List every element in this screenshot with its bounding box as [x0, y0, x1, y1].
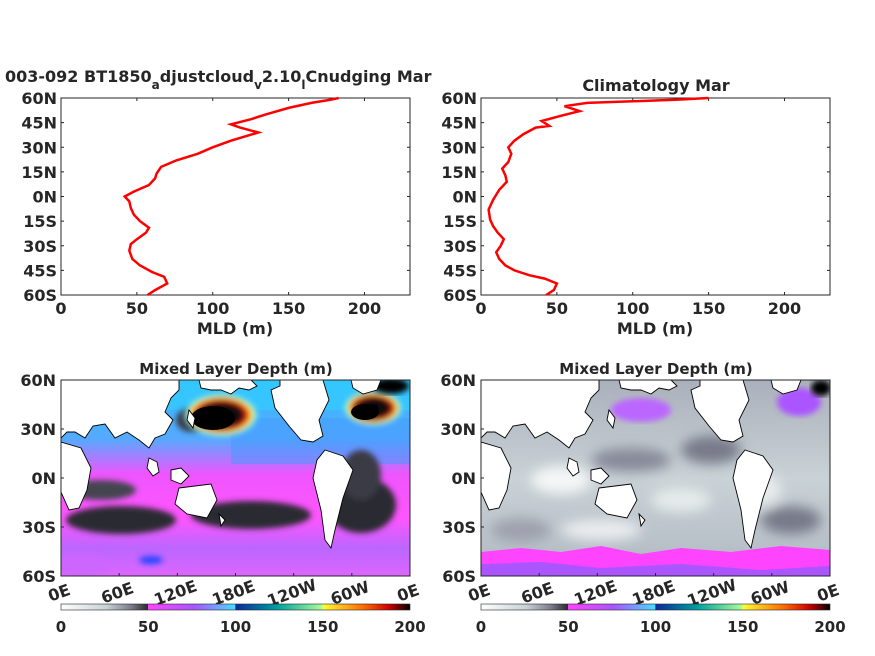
- ytick-label: 60N: [21, 89, 57, 108]
- profile-model-title: 003-092 BT1850adjustcloudv2.10lCnudging …: [5, 67, 432, 92]
- ytick-label: 15N: [21, 163, 57, 182]
- ytick-label: 0N: [32, 188, 57, 207]
- colorbar-tick-label: 50: [138, 618, 159, 636]
- colorbar-tick-label: 100: [220, 618, 251, 636]
- map-climatology-yticks: 60S 30S 0N 30N 60N: [440, 371, 484, 586]
- map-climatology-field: [481, 380, 830, 576]
- colorbar-tick-label: 50: [558, 618, 579, 636]
- xtick-label: 100: [616, 299, 649, 318]
- xtick-label: 150: [272, 299, 305, 318]
- ytick-label: 15S: [443, 212, 477, 231]
- map-ytick-label: 30S: [22, 518, 56, 537]
- map-model-field: [61, 380, 410, 576]
- map-ytick-label: 60S: [22, 567, 56, 586]
- profile-plot-climatology: Climatology Mar 60S45S30S15S0N15N30N45N6…: [441, 76, 831, 338]
- profile-model-xlabel: MLD (m): [197, 319, 273, 338]
- map-model-yticks: 60S 30S 0N 30N 60N: [20, 371, 64, 586]
- ytick-label: 15S: [23, 212, 57, 231]
- ytick-label: 45S: [23, 261, 57, 280]
- ytick-label: 30N: [441, 138, 477, 157]
- map-ytick-label: 0N: [451, 469, 476, 488]
- ytick-label: 45N: [21, 114, 57, 133]
- colorbar-climatology: [480, 603, 831, 611]
- xtick-label: 150: [692, 299, 725, 318]
- ytick-label: 60S: [443, 286, 477, 305]
- map-ytick-label: 0N: [31, 469, 56, 488]
- profile-climatology-xticks: 0 50 100 150 200: [475, 98, 801, 318]
- profile-plot-model: 003-092 BT1850adjustcloudv2.10lCnudging …: [5, 67, 432, 338]
- map-xtick-label: 60E: [518, 578, 556, 607]
- colorbar-climatology-ticks: 0 50 100 150 200: [476, 618, 846, 636]
- ytick-label: 0N: [452, 188, 477, 207]
- ytick-label: 60S: [23, 286, 57, 305]
- map-ytick-label: 30N: [440, 420, 476, 439]
- xtick-label: 0: [55, 299, 66, 318]
- profile-model-yticks: 60S 45S 30S 15S 0N 15N 30N 45N 60N: [21, 89, 410, 305]
- mld-map-climatology: Mixed Layer Depth (m): [440, 360, 845, 636]
- profile-climatology-xlabel: MLD (m): [617, 319, 693, 338]
- profile-model-line: [122, 96, 339, 297]
- ytick-label: 45S: [443, 261, 477, 280]
- mld-map-model: Mixed Layer Depth (m): [20, 360, 425, 636]
- map-ytick-label: 30N: [20, 420, 56, 439]
- colorbar-model: [60, 603, 411, 611]
- xtick-label: 50: [126, 299, 148, 318]
- xtick-label: 200: [768, 299, 801, 318]
- profile-model-xticks: 0 50 100 150 200: [55, 98, 381, 318]
- colorbar-tick-label: 200: [394, 618, 425, 636]
- map-model-title: Mixed Layer Depth (m): [139, 360, 332, 378]
- map-ytick-label: 30S: [442, 518, 476, 537]
- colorbar-tick-label: 150: [307, 618, 338, 636]
- colorbar-tick-label: 200: [814, 618, 845, 636]
- map-ytick-label: 60N: [440, 371, 476, 390]
- ytick-label: 15N: [441, 163, 477, 182]
- ytick-label: 60N: [441, 89, 477, 108]
- map-ytick-label: 60S: [442, 567, 476, 586]
- xtick-label: 200: [348, 299, 381, 318]
- colorbar-tick-label: 0: [56, 618, 66, 636]
- map-xtick-label: 0E: [395, 580, 422, 605]
- xtick-label: 50: [546, 299, 568, 318]
- profile-climatology-line: [487, 96, 709, 297]
- map-xtick-label: 60E: [98, 578, 136, 607]
- profile-model-axes: [60, 97, 411, 296]
- ytick-label: 30S: [443, 237, 477, 256]
- map-ytick-label: 60N: [20, 371, 56, 390]
- map-xtick-label: 0E: [815, 580, 842, 605]
- profile-climatology-title: Climatology Mar: [582, 76, 729, 95]
- colorbar-tick-label: 100: [640, 618, 671, 636]
- profile-climatology-yticks: 60S 45S 30S 15S 0N 15N 30N 45N 60N: [441, 89, 830, 305]
- ytick-label: 30S: [23, 237, 57, 256]
- colorbar-model-ticks: 0 50 100 150 200: [56, 618, 426, 636]
- colorbar-tick-label: 0: [476, 618, 486, 636]
- ytick-label: 45N: [441, 114, 477, 133]
- xtick-label: 0: [475, 299, 486, 318]
- xtick-label: 100: [196, 299, 229, 318]
- map-climatology-title: Mixed Layer Depth (m): [559, 360, 752, 378]
- ytick-label: 30N: [21, 138, 57, 157]
- colorbar-tick-label: 150: [727, 618, 758, 636]
